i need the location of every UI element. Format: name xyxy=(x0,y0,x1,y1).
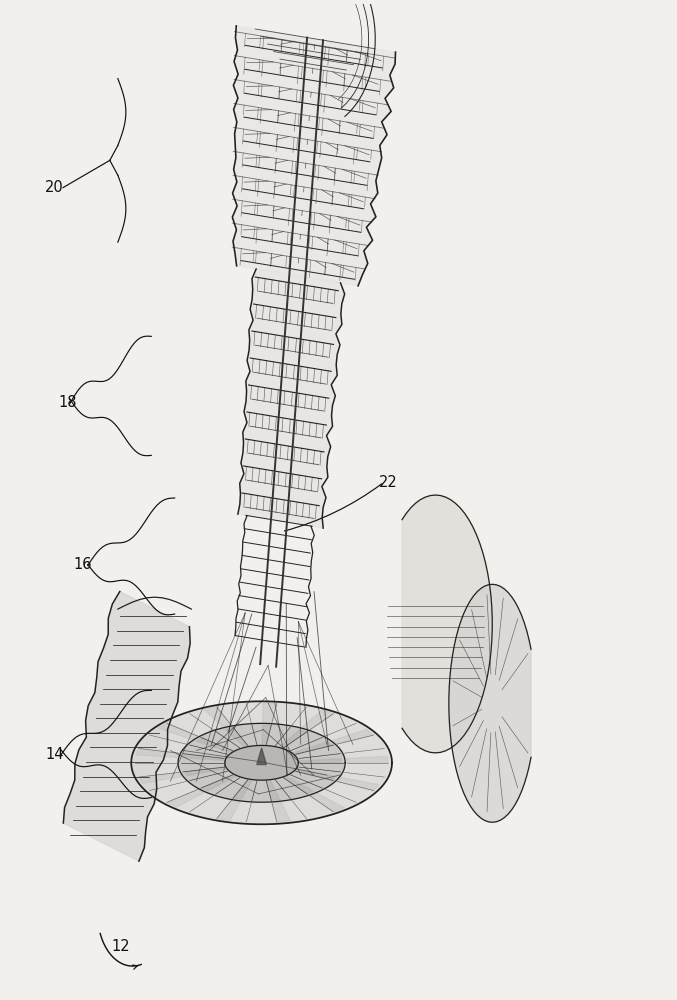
Polygon shape xyxy=(217,800,240,821)
Polygon shape xyxy=(294,769,336,780)
Polygon shape xyxy=(131,701,392,824)
Polygon shape xyxy=(302,710,334,730)
Polygon shape xyxy=(347,756,388,763)
Text: 12: 12 xyxy=(112,939,131,954)
Polygon shape xyxy=(262,725,271,746)
Text: 16: 16 xyxy=(74,557,92,572)
Polygon shape xyxy=(266,780,280,800)
Polygon shape xyxy=(402,495,492,753)
Polygon shape xyxy=(449,584,531,822)
Polygon shape xyxy=(298,759,341,763)
Polygon shape xyxy=(332,730,374,744)
Polygon shape xyxy=(197,738,234,753)
Polygon shape xyxy=(232,26,395,286)
Polygon shape xyxy=(178,723,345,802)
Polygon shape xyxy=(136,749,179,757)
Polygon shape xyxy=(234,779,253,799)
Polygon shape xyxy=(64,592,190,861)
Polygon shape xyxy=(183,754,226,760)
Polygon shape xyxy=(225,728,248,747)
Text: 22: 22 xyxy=(379,475,398,490)
Polygon shape xyxy=(202,774,237,791)
Polygon shape xyxy=(225,745,299,780)
Polygon shape xyxy=(279,730,307,749)
Text: 14: 14 xyxy=(45,747,64,762)
Polygon shape xyxy=(139,772,181,783)
Polygon shape xyxy=(272,802,290,822)
Polygon shape xyxy=(292,742,332,755)
Polygon shape xyxy=(167,789,204,807)
Polygon shape xyxy=(185,767,227,776)
Polygon shape xyxy=(282,776,313,794)
Polygon shape xyxy=(238,269,345,528)
Polygon shape xyxy=(310,793,345,812)
Polygon shape xyxy=(337,778,379,791)
Text: 18: 18 xyxy=(58,395,77,410)
Text: 20: 20 xyxy=(45,180,64,195)
Polygon shape xyxy=(158,723,198,740)
Polygon shape xyxy=(204,707,232,727)
Polygon shape xyxy=(257,748,267,765)
Polygon shape xyxy=(263,703,277,723)
